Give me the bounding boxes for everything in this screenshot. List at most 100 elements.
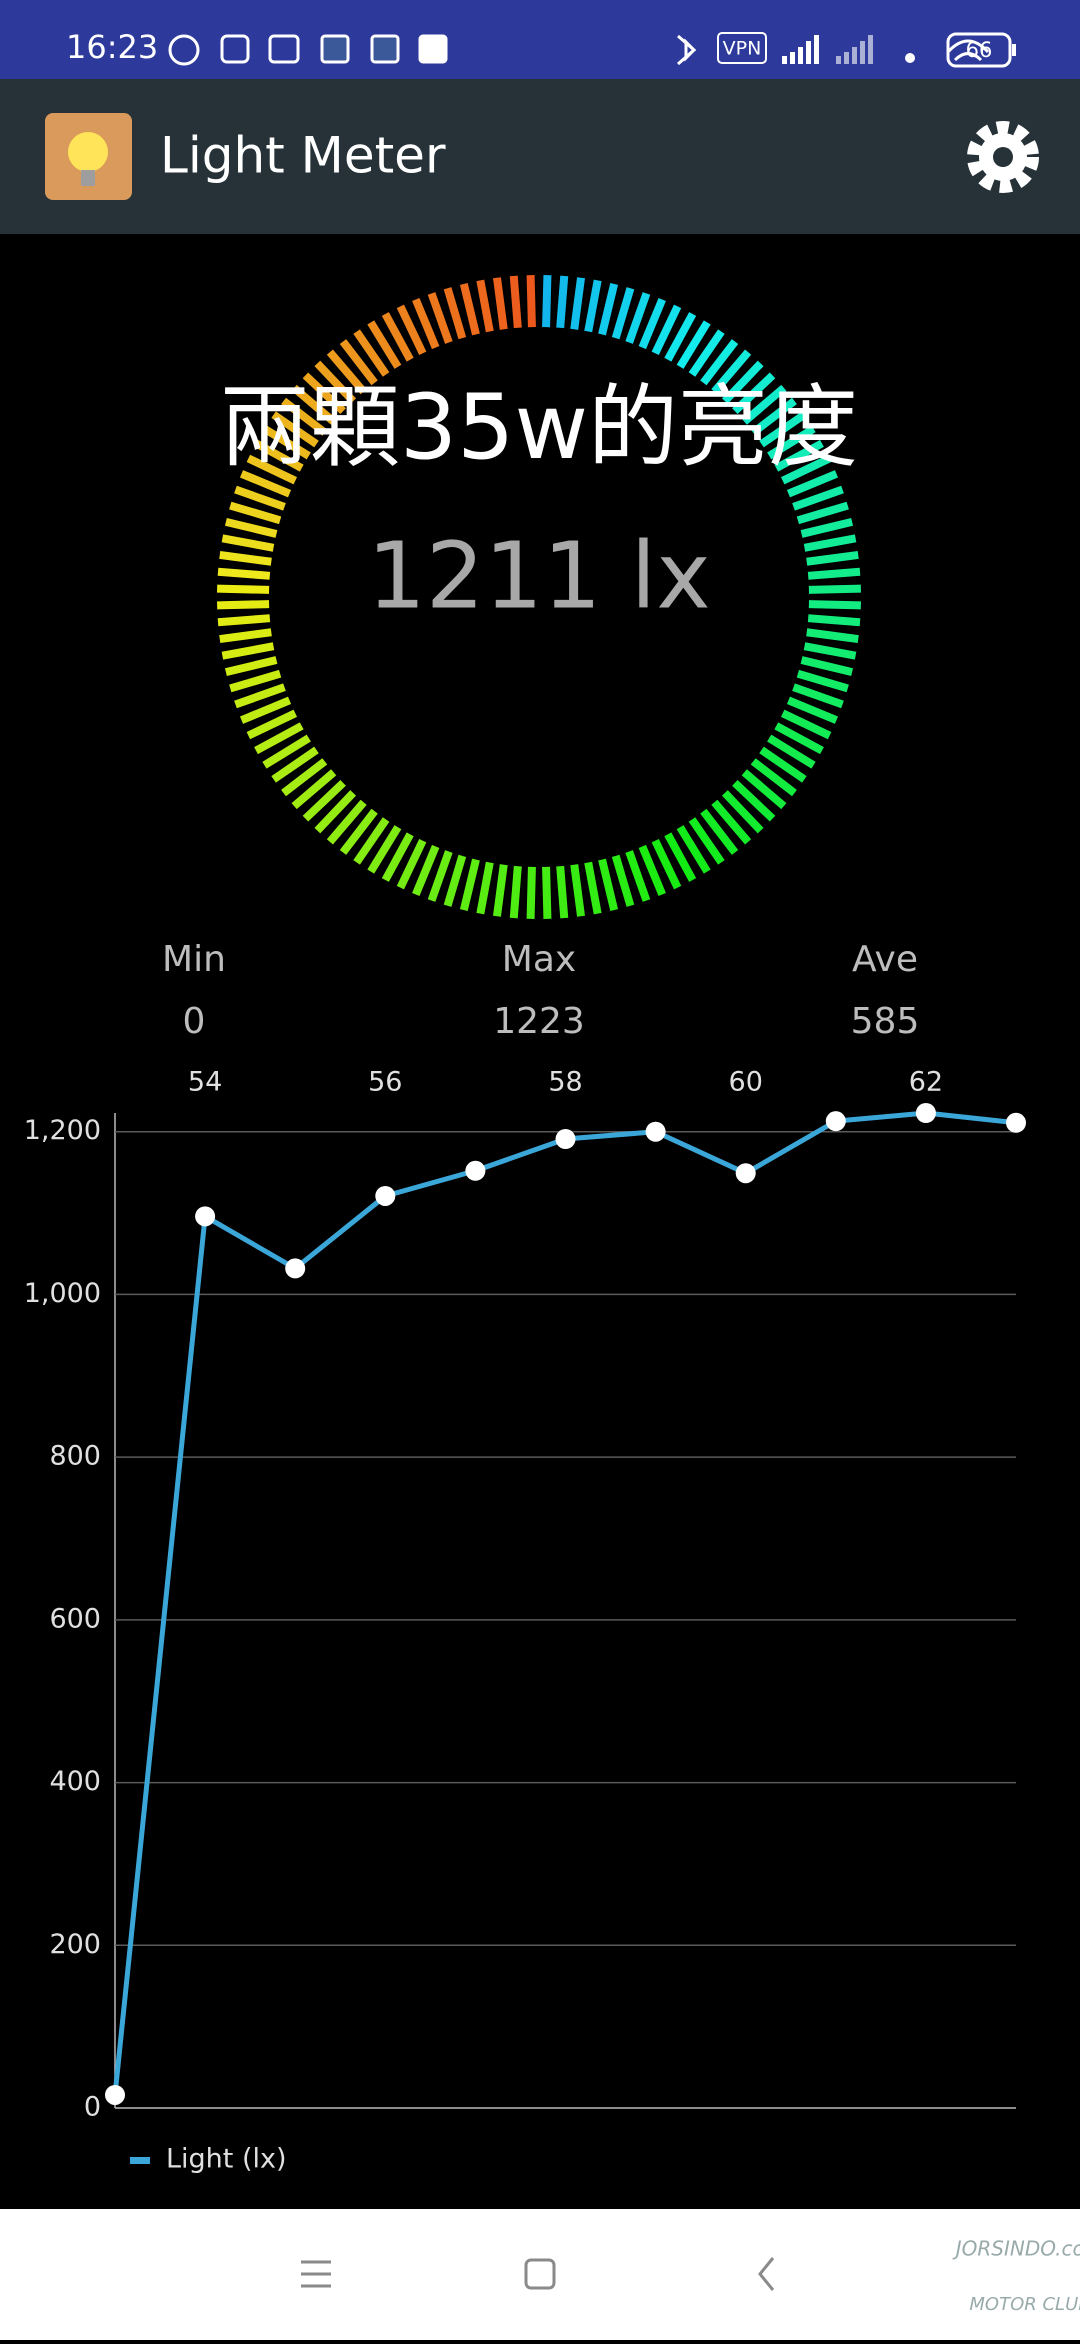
status-bar — [0, 0, 1080, 79]
gauge-segment — [291, 384, 337, 425]
gauge-segment — [217, 584, 270, 594]
gauge-segment — [224, 656, 278, 677]
gauge-segment — [412, 844, 440, 897]
y-tick-label: 200 — [49, 1929, 101, 1960]
gauge-segment — [239, 470, 292, 498]
stat-label: Max — [502, 939, 576, 980]
y-tick-label: 0 — [84, 2092, 101, 2123]
gauge-segment — [219, 628, 272, 643]
settings-button[interactable] — [967, 121, 1039, 193]
gauge-segment — [509, 275, 522, 329]
gauge-segment — [711, 799, 752, 845]
gauge-segment — [219, 551, 272, 566]
settings-gear-teeth[interactable] — [967, 121, 1039, 193]
gauge-segment — [353, 817, 390, 865]
y-tick-label: 1,200 — [24, 1115, 101, 1146]
nav-back[interactable] — [758, 2257, 775, 2291]
gauge-segment — [367, 320, 402, 369]
stat-value: 0 — [183, 1001, 206, 1042]
gauge-segment — [271, 746, 319, 783]
data-point — [555, 1129, 576, 1150]
gauge-segment — [800, 656, 854, 677]
status-icons — [168, 34, 990, 66]
gauge-segment — [459, 282, 480, 336]
gauge-segment — [611, 854, 635, 907]
data-point — [375, 1185, 396, 1206]
gauge-segment — [427, 850, 453, 902]
gauge-segment — [224, 517, 278, 538]
x-tick-label: 62 — [909, 1067, 943, 1098]
watermark-club: MOTOR CLUB — [969, 2294, 1080, 2315]
gauge-segment — [412, 297, 440, 350]
gauge-segment — [221, 534, 275, 552]
nav-home[interactable] — [524, 2258, 556, 2290]
stat-value: 1223 — [493, 1001, 585, 1042]
gauge-segment — [229, 501, 282, 525]
gauge-segment — [598, 282, 619, 336]
gauge-segment — [217, 600, 270, 610]
gauge-segment — [396, 304, 427, 356]
meter-reading: 1211 lx — [367, 522, 710, 629]
gauge-segment — [806, 551, 859, 566]
gauge-segment — [542, 866, 552, 919]
gauge-segment — [493, 864, 508, 917]
gauge-segment — [476, 861, 494, 915]
gauge-segment — [570, 864, 585, 917]
gauge-segment — [688, 817, 725, 865]
gauge-segment — [326, 799, 367, 845]
data-point — [1006, 1112, 1026, 1133]
gauge-segment — [651, 838, 682, 890]
gauge-segment — [767, 734, 816, 769]
gauge-segment — [611, 287, 635, 340]
gauge-segment — [700, 339, 739, 386]
gauge-segment — [234, 485, 286, 511]
settings-gear-hole[interactable] — [993, 147, 1013, 167]
gauge-segment — [443, 287, 467, 340]
nav-bar — [0, 2209, 1080, 2340]
gauge-segment — [339, 808, 378, 855]
watermark-brand: JORSINDO.com — [952, 2237, 1080, 2261]
x-tick-label: 58 — [548, 1067, 582, 1098]
gauge-segment — [556, 865, 569, 919]
vpn-label: VPN — [723, 38, 762, 60]
gauge-segment — [262, 734, 311, 769]
gauge-segment — [381, 832, 414, 882]
gauge-segment — [353, 329, 390, 377]
legend-label: Light (lx) — [166, 2144, 287, 2175]
gauge-segment — [281, 758, 328, 797]
gauge-segment — [217, 567, 271, 580]
legend-swatch — [130, 2157, 150, 2164]
data-point — [735, 1163, 756, 1184]
data-point — [285, 1258, 306, 1279]
gauge-segment — [339, 339, 378, 386]
gauge-segment — [443, 854, 467, 907]
gauge-segment — [664, 312, 697, 362]
gauge-segment — [326, 349, 367, 395]
gauge-segment — [302, 779, 346, 822]
stat-label: Ave — [852, 939, 918, 980]
gauge-segment — [239, 696, 292, 724]
gauge-segment — [271, 411, 319, 448]
data-line — [112, 1110, 1017, 2096]
meter-label: 兩顆35w的亮度 — [220, 375, 858, 480]
app-title: Light Meter — [160, 127, 446, 185]
gauge-segment — [741, 769, 787, 810]
gauge-segment — [688, 329, 725, 377]
battery — [946, 32, 1012, 68]
gauge-segment — [570, 277, 585, 330]
app-icon-base — [81, 170, 95, 186]
gauge-segment — [625, 850, 651, 902]
app-bar — [0, 79, 1080, 234]
data-point — [645, 1121, 666, 1142]
gauge-segment — [808, 600, 861, 610]
gauge-segment — [476, 279, 494, 333]
y-tick-label: 1,000 — [24, 1278, 101, 1309]
gauge-segment — [625, 292, 651, 344]
gauge-segment — [664, 832, 697, 882]
gauge-segment — [254, 439, 304, 472]
gauge-segment — [638, 844, 666, 897]
gauge-segment — [493, 277, 508, 330]
gauge-segment — [217, 614, 271, 627]
nav-menu[interactable] — [301, 2260, 331, 2288]
